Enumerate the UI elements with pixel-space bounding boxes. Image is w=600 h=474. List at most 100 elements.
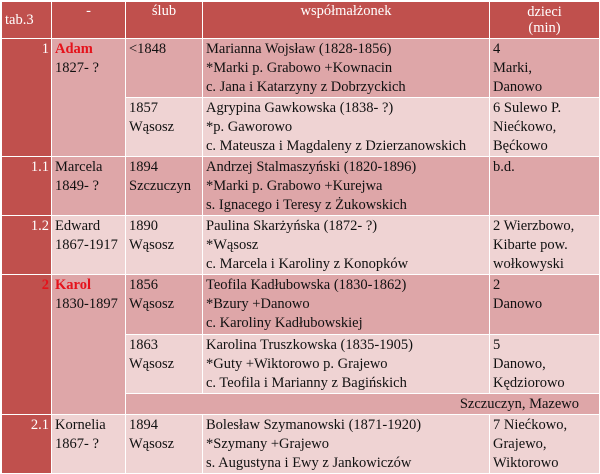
- children-line: Kędziorowo: [493, 375, 565, 391]
- person-cell: Karol 1830-1897: [51, 274, 126, 415]
- person-name: Adam: [55, 41, 93, 57]
- person-years: 1849- ?: [55, 178, 99, 194]
- spouse-line: *p. Gaworowo: [206, 119, 293, 135]
- person-years: 1827- ?: [55, 60, 99, 76]
- header-spouse: współmałżonek: [202, 1, 490, 39]
- header-tab: tab.3: [1, 1, 52, 39]
- slub-cell: 1894 Wąsosz: [125, 414, 203, 474]
- children-cell: 2 Wierzbowo, Kibarte pow. wołkowyski: [489, 215, 600, 275]
- spouse-line: Andrzej Stalmaszyński (1820-1896): [206, 159, 417, 175]
- spouse-line: *Marki p. Grabowo +Kurejwa: [206, 178, 383, 194]
- spouse-line: *Wąsosz: [206, 237, 259, 253]
- spouse-cell: Andrzej Stalmaszyński (1820-1896) *Marki…: [202, 156, 490, 216]
- children-line: 7 Niećkowo,: [493, 417, 568, 433]
- row-number: 1.1: [1, 156, 52, 216]
- person-cell: Adam 1827- ?: [51, 38, 126, 157]
- children-cell: 7 Niećkowo, Grajewo, Wiktorowo: [489, 414, 600, 474]
- slub-cell: <1848: [125, 38, 203, 98]
- header-children-line1: dzieci: [527, 4, 562, 20]
- spouse-line: c. Mateusza i Magdaleny z Dzierzanowskic…: [206, 138, 467, 154]
- row-number: 1: [1, 38, 52, 157]
- table-row: 1.2 Edward 1867-1917 1890 Wąsosz Paulina…: [1, 215, 600, 275]
- spouse-line: Paulina Skarżyńska (1872- ?): [206, 218, 378, 234]
- row-number: 2: [1, 274, 52, 415]
- spouse-line: c. Teofila i Marianny z Bagińskich: [206, 375, 407, 391]
- spouse-line: *Marki p. Grabowo +Kownacin: [206, 60, 393, 76]
- children-line: Danowo: [493, 296, 543, 312]
- children-cell: 5 Danowo, Kędziorowo: [489, 334, 600, 394]
- slub-line: Wąsosz: [129, 237, 175, 253]
- spouse-line: c. Karoliny Kadłubowskiej: [206, 315, 363, 331]
- header-row: tab.3 - ślub współmałżonek dzieci (min): [1, 1, 600, 39]
- slub-line: Wąsosz: [129, 119, 175, 135]
- spouse-line: Bolesław Szymanowski (1871-1920): [206, 417, 422, 433]
- children-line: Kibarte pow.: [493, 237, 568, 253]
- person-years: 1867-1917: [55, 237, 118, 253]
- slub-line: Wąsosz: [129, 296, 175, 312]
- person-cell: Marcela 1849- ?: [51, 156, 126, 216]
- spouse-cell: Teofila Kadłubowska (1830-1862) *Bzury +…: [202, 274, 490, 335]
- spouse-line: s. Ignacego i Teresy z Żukowskich: [206, 197, 407, 213]
- slub-line: 1863: [129, 337, 158, 353]
- header-children-line2: (min): [528, 20, 561, 36]
- row-number-highlight: 2: [41, 277, 49, 293]
- row-number: 2.1: [1, 414, 52, 474]
- children-line: Wiktorowo: [493, 455, 559, 471]
- slub-line: 1856: [129, 277, 158, 293]
- children-line: b.d.: [493, 159, 515, 175]
- children-line: Danowo: [493, 79, 543, 95]
- slub-cell: 1857 Wąsosz: [125, 97, 203, 157]
- spouse-cell: Paulina Skarżyńska (1872- ?) *Wąsosz c. …: [202, 215, 490, 275]
- person-years: 1867- ?: [55, 436, 99, 452]
- slub-line: 1894: [129, 417, 158, 433]
- table-row: 1 Adam 1827- ? <1848 Marianna Wojsław (1…: [1, 38, 600, 157]
- row-number: 1.2: [1, 215, 52, 275]
- slub-line: Szczuczyn: [129, 178, 191, 194]
- spouse-cell: Agrypina Gawkowska (1838- ?) *p. Gaworow…: [202, 97, 490, 157]
- children-line: Danowo,: [493, 356, 546, 372]
- slub-line: Wąsosz: [129, 436, 175, 452]
- slub-line: Wąsosz: [129, 356, 175, 372]
- spouse-line: c. Marcela i Karoliny z Konopków: [206, 256, 409, 272]
- spouse-line: *Guty +Wiktorowo p. Grajewo: [206, 356, 388, 372]
- table-row: 2 Karol 1830-1897 1856 Wąsosz Teofila Ka…: [1, 274, 600, 415]
- person-cell: Edward 1867-1917: [51, 215, 126, 275]
- children-cell: 2 Danowo: [489, 274, 600, 335]
- slub-line: 1890: [129, 218, 158, 234]
- children-line: 2: [493, 277, 501, 293]
- person-name: Marcela: [55, 159, 103, 175]
- children-cell: 6 Sulewo P. Niećkowo, Bęćkowo: [489, 97, 600, 157]
- table-row: 1863 Wąsosz Karolina Truszkowska (1835-1…: [2, 334, 600, 394]
- spouse-line: c. Jana i Katarzyny z Dobrzyckich: [206, 79, 406, 95]
- children-line: 2 Wierzbowo,: [493, 218, 575, 234]
- spouse-cell: Marianna Wojsław (1828-1856) *Marki p. G…: [202, 38, 490, 98]
- slub-cell: 1894 Szczuczyn: [125, 156, 203, 216]
- children-line: 6 Sulewo P.: [493, 100, 562, 116]
- children-line: Marki,: [493, 60, 533, 76]
- table-row: 2.1 Kornelia 1867- ? 1894 Wąsosz Bolesła…: [1, 414, 600, 474]
- slub-cell: 1863 Wąsosz: [125, 334, 203, 394]
- children-line: 4: [493, 41, 501, 57]
- children-cell: 4 Marki, Danowo: [489, 38, 600, 98]
- spouse-line: *Bzury +Danowo: [206, 296, 310, 312]
- slub-line: 1894: [129, 159, 158, 175]
- person-name: Kornelia: [55, 417, 106, 433]
- children-line: Bęćkowo: [493, 138, 548, 154]
- slub-cell: 1856 Wąsosz: [125, 274, 203, 335]
- spouse-line: *Szymany +Grajewo: [206, 436, 329, 452]
- children-line: Niećkowo,: [493, 119, 557, 135]
- table-row: 1857 Wąsosz Agrypina Gawkowska (1838- ?)…: [2, 97, 600, 157]
- person-name: Edward: [55, 218, 101, 234]
- spouse-cell: Karolina Truszkowska (1835-1905) *Guty +…: [202, 334, 490, 394]
- person-name: Karol: [55, 277, 91, 293]
- spouse-cell: Bolesław Szymanowski (1871-1920) *Szyman…: [202, 414, 490, 474]
- note-cell: Szczuczyn, Mazewo: [125, 393, 600, 415]
- table-row: 1.1 Marcela 1849- ? 1894 Szczuczyn Andrz…: [1, 156, 600, 216]
- header-children: dzieci (min): [489, 1, 600, 39]
- header-dash: -: [51, 1, 126, 39]
- spouse-line: Agrypina Gawkowska (1838- ?): [206, 100, 394, 116]
- slub-line: <1848: [129, 41, 167, 57]
- spouse-line: s. Augustyna i Ewy z Jankowiczów: [206, 455, 412, 471]
- children-cell: b.d.: [489, 156, 600, 216]
